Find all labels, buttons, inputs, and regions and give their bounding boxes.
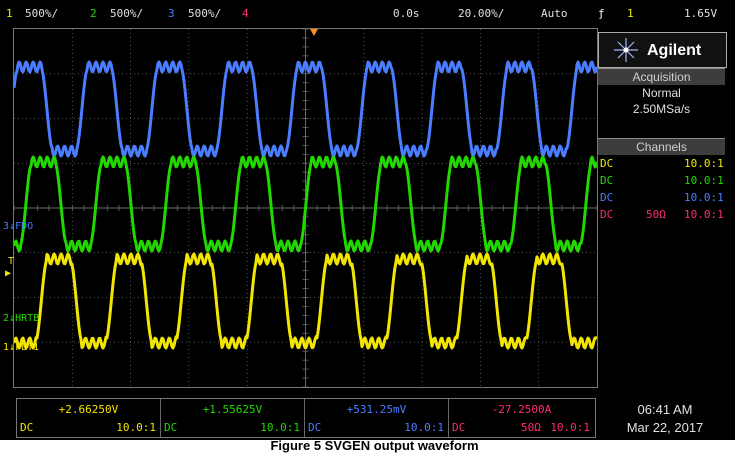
measurement-probe: 10.0:1 [550,421,590,434]
channel-impedance: 50Ω [646,208,666,221]
brand-logo: Agilent [598,32,727,68]
channel-row-1[interactable]: DC 10.0:1 [598,156,725,172]
channel-coupling: DC [600,208,614,221]
time-position[interactable]: 0.0s [393,7,420,20]
trigger-arrow-icon: ▶ [5,268,12,279]
trigger-position-marker-icon[interactable] [310,29,318,36]
channel-row-3[interactable]: DC 10.0:1 [598,190,725,206]
trigger-mode[interactable]: Auto [541,7,568,20]
ch2-marker-label: HRTB [15,313,40,324]
channel-coupling: DC [600,157,614,170]
ch1-marker-label: FLT1 [15,342,40,353]
ch1-number[interactable]: 1 [6,7,13,20]
trigger-marker-label: T [8,256,15,267]
measurement-coupling: DC [20,421,34,434]
ch2-marker-num: 2 [3,313,10,324]
ch3-marker-num: 3 [3,221,10,232]
timebase-scale[interactable]: 20.00%/ [458,7,505,20]
measurement-coupling: DC [308,421,322,434]
channel-probe: 10.0:1 [684,174,724,187]
measurement-ch4[interactable]: -27.2500A DC 50Ω 10.0:1 [449,399,594,437]
measurement-ch2[interactable]: +1.55625V DC 10.0:1 [161,399,305,437]
measurement-ch3[interactable]: +531.25mV DC 10.0:1 [305,399,449,437]
ground-arrow-icon: ↓ [9,221,16,232]
oscilloscope-display: 1 500%/ 2 500%/ 3 500%/ 4 0.0s 20.00%/ A… [0,0,735,440]
channel-probe: 10.0:1 [684,208,724,221]
measurement-value: +2.66250V [58,403,119,416]
measurement-value: +1.55625V [202,403,263,416]
measurement-value: -27.2500A [491,403,552,416]
measurement-probe: 10.0:1 [260,421,300,434]
channel-row-2[interactable]: DC 10.0:1 [598,173,725,189]
ch2-scale[interactable]: 500%/ [110,7,144,20]
figure-caption: Figure 5 SVGEN output waveform [270,438,479,453]
clock-date: Mar 22, 2017 [626,420,704,435]
channel-row-4[interactable]: DC 50Ω 10.0:1 [598,207,725,223]
ch1-scale[interactable]: 500%/ [25,7,59,20]
measurement-coupling: DC [452,421,466,434]
ground-arrow-icon: ↓ [9,313,16,324]
trigger-edge-icon: ƒ [598,7,605,20]
channels-title[interactable]: Channels [598,138,725,155]
measurement-value: +531.25mV [346,403,407,416]
trigger-level-marker[interactable]: T [8,256,14,267]
waveform-area[interactable] [12,28,599,388]
channel-coupling: DC [600,174,614,187]
ch1-ground-marker[interactable]: 1↓FLT1 [3,342,39,353]
ch2-number[interactable]: 2 [90,7,97,20]
ground-arrow-icon: ↓ [9,342,16,353]
sample-rate: 2.50MSa/s [632,102,691,116]
measurement-coupling: DC [164,421,178,434]
acquisition-mode: Normal [642,86,681,100]
ch4-number[interactable]: 4 [242,7,249,20]
ch3-marker-label: FDO [15,221,34,232]
ch3-number[interactable]: 3 [168,7,175,20]
ch3-ground-marker[interactable]: 3↓FDO [3,221,33,232]
ch2-trace [12,155,599,253]
measurement-bar: +2.66250V DC 10.0:1 +1.55625V DC 10.0:1 … [16,398,596,438]
measurement-impedance: 50Ω [521,421,541,434]
measurement-probe: 10.0:1 [116,421,156,434]
trigger-level[interactable]: 1.65V [684,7,718,20]
agilent-spark-icon [614,38,638,62]
ch2-ground-marker[interactable]: 2↓HRTB [3,313,39,324]
waveform-plot [12,28,599,388]
ch3-trace [12,60,599,158]
channel-probe: 10.0:1 [684,157,724,170]
measurement-probe: 10.0:1 [404,421,444,434]
info-panel: Agilent Acquisition Normal 2.50MSa/s Cha… [598,28,735,388]
waveform-traces [12,60,599,350]
ch1-trace [12,252,598,350]
measurement-ch1[interactable]: +2.66250V DC 10.0:1 [17,399,161,437]
status-bar: 1 500%/ 2 500%/ 3 500%/ 4 0.0s 20.00%/ A… [0,0,735,26]
channel-coupling: DC [600,191,614,204]
acquisition-title[interactable]: Acquisition [598,68,725,85]
ch1-marker-num: 1 [3,342,10,353]
trigger-channel[interactable]: 1 [627,7,634,20]
clock-time: 06:41 AM [637,402,693,417]
ch3-scale[interactable]: 500%/ [188,7,222,20]
brand-name: Agilent [647,42,702,59]
channel-probe: 10.0:1 [684,191,724,204]
